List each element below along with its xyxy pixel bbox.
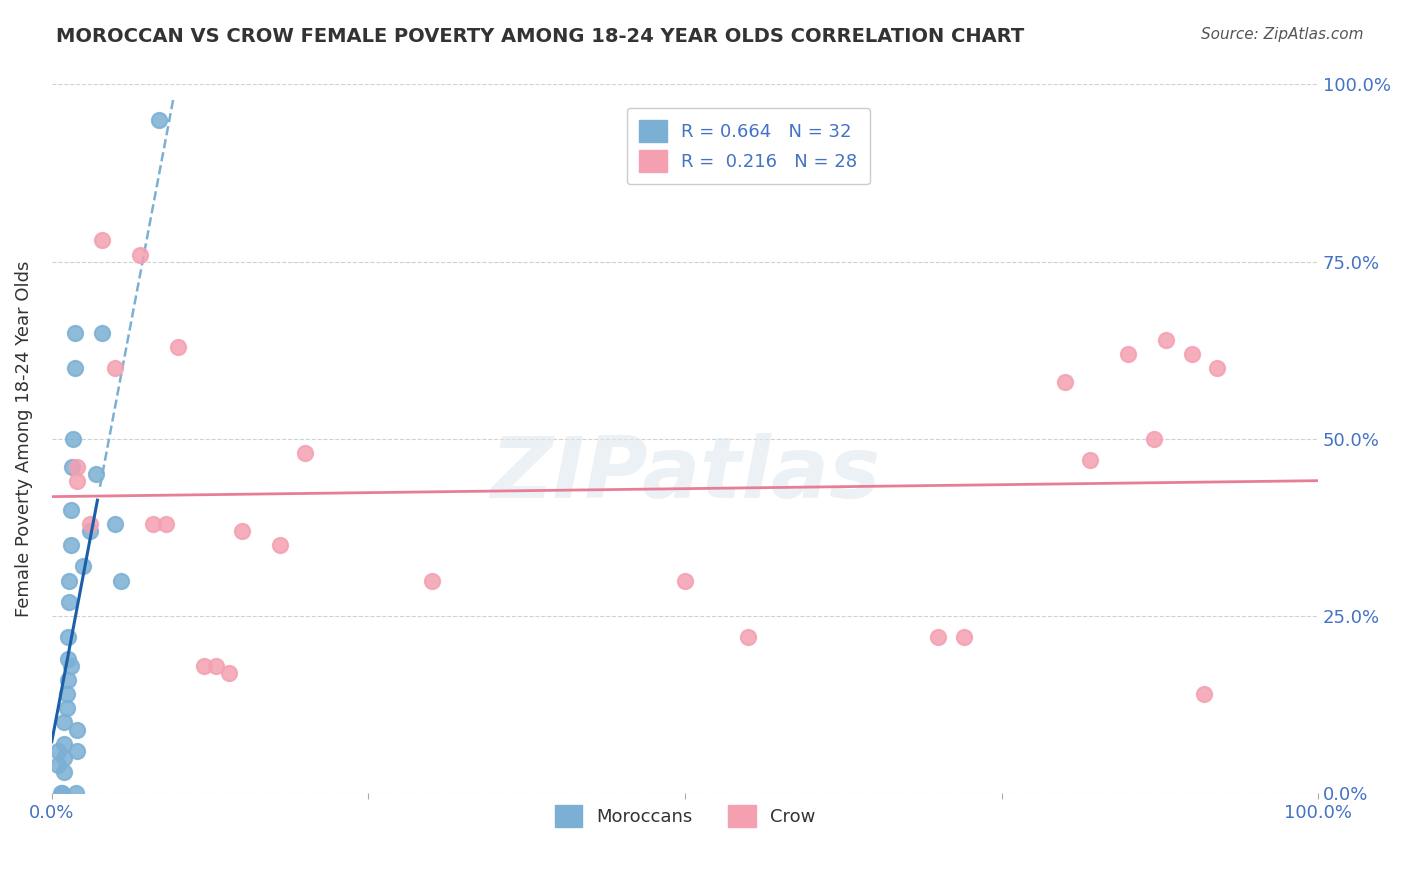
- Text: ZIPatlas: ZIPatlas: [489, 433, 880, 516]
- Point: [673, 574, 696, 588]
- Point: [1142, 432, 1164, 446]
- Point: [49, 786, 72, 800]
- Point: [59, 658, 82, 673]
- Point: [91, 326, 114, 340]
- Point: [46, 744, 69, 758]
- Point: [66, 460, 89, 475]
- Point: [193, 658, 215, 673]
- Point: [1116, 347, 1139, 361]
- Point: [84, 467, 107, 482]
- Point: [231, 524, 253, 538]
- Point: [58, 574, 80, 588]
- Point: [79, 516, 101, 531]
- Point: [269, 538, 291, 552]
- Point: [1192, 687, 1215, 701]
- Point: [66, 475, 89, 489]
- Point: [1053, 375, 1076, 389]
- Point: [51, 786, 73, 800]
- Point: [110, 574, 132, 588]
- Point: [155, 516, 177, 531]
- Point: [148, 112, 170, 127]
- Legend: Moroccans, Crow: Moroccans, Crow: [547, 797, 823, 834]
- Point: [1180, 347, 1202, 361]
- Point: [91, 234, 114, 248]
- Point: [58, 673, 80, 687]
- Point: [56, 687, 79, 701]
- Point: [129, 247, 152, 261]
- Point: [59, 503, 82, 517]
- Point: [56, 701, 79, 715]
- Point: [58, 631, 80, 645]
- Text: MOROCCAN VS CROW FEMALE POVERTY AMONG 18-24 YEAR OLDS CORRELATION CHART: MOROCCAN VS CROW FEMALE POVERTY AMONG 18…: [56, 27, 1025, 45]
- Point: [53, 715, 76, 730]
- Point: [60, 460, 83, 475]
- Point: [63, 361, 86, 376]
- Point: [737, 631, 759, 645]
- Point: [79, 524, 101, 538]
- Text: Source: ZipAtlas.com: Source: ZipAtlas.com: [1201, 27, 1364, 42]
- Point: [142, 516, 165, 531]
- Point: [205, 658, 228, 673]
- Point: [1205, 361, 1227, 376]
- Point: [1078, 453, 1101, 467]
- Point: [53, 751, 76, 765]
- Point: [63, 326, 86, 340]
- Point: [62, 432, 84, 446]
- Point: [927, 631, 949, 645]
- Point: [72, 559, 94, 574]
- Point: [58, 595, 80, 609]
- Point: [104, 361, 127, 376]
- Point: [952, 631, 974, 645]
- Point: [167, 340, 190, 354]
- Point: [59, 538, 82, 552]
- Y-axis label: Female Poverty Among 18-24 Year Olds: Female Poverty Among 18-24 Year Olds: [15, 260, 32, 617]
- Point: [58, 651, 80, 665]
- Point: [218, 665, 240, 680]
- Point: [104, 516, 127, 531]
- Point: [66, 723, 89, 737]
- Point: [66, 744, 89, 758]
- Point: [294, 446, 316, 460]
- Point: [53, 765, 76, 780]
- Point: [46, 758, 69, 772]
- Point: [53, 737, 76, 751]
- Point: [420, 574, 443, 588]
- Point: [1154, 333, 1177, 347]
- Point: [65, 786, 87, 800]
